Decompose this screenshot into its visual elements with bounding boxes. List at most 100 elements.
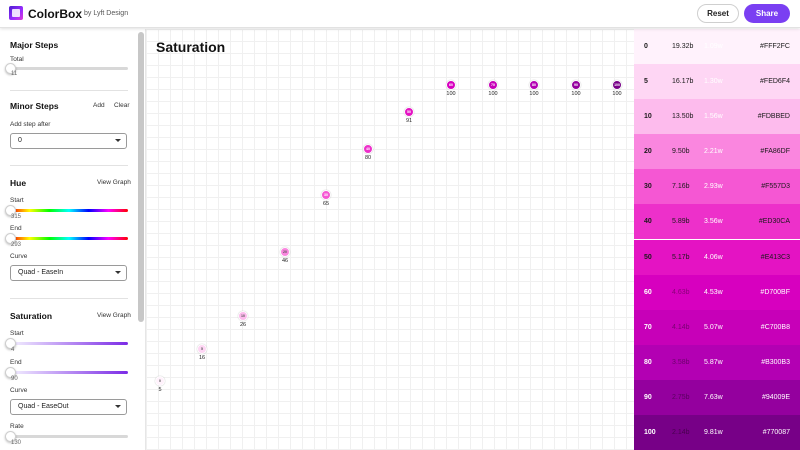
saturation-rate-slider-thumb[interactable] [5, 431, 16, 442]
palette-row[interactable]: 30 7.16b 2.93w #F557D3 [634, 169, 800, 205]
minor-steps-title: Minor Steps [10, 101, 59, 111]
section-divider [10, 298, 128, 299]
saturation-end-slider-thumb[interactable] [5, 367, 16, 378]
contrast-black: 5.17b [672, 253, 690, 261]
hue-end-slider-track[interactable] [10, 237, 128, 240]
graph-point[interactable]: 20 [280, 247, 290, 257]
hue-view-graph-button[interactable]: View Graph [97, 179, 131, 186]
contrast-white: 5.87w [704, 358, 723, 366]
graph-point-value: 5 [158, 387, 162, 393]
saturation-title: Saturation [10, 311, 53, 321]
palette-row[interactable]: 10 13.50b 1.56w #FDBBED [634, 99, 800, 135]
add-step-after-select[interactable]: 0 [10, 133, 127, 149]
graph-point[interactable]: 30 [321, 190, 331, 200]
chevron-down-icon [115, 271, 121, 274]
hue-end-value: 293 [11, 242, 22, 248]
saturation-start-slider-track[interactable] [10, 342, 128, 345]
clear-minor-steps-button[interactable]: Clear [114, 102, 130, 109]
section-divider [10, 90, 128, 91]
saturation-start-label: Start [10, 330, 24, 337]
palette-step: 10 [644, 113, 652, 121]
palette-row[interactable]: 5 16.17b 1.30w #FED6F4 [634, 64, 800, 100]
hex-value: #B300B3 [761, 358, 790, 366]
palette-step: 100 [644, 428, 656, 436]
hue-title: Hue [10, 178, 27, 188]
palette-row[interactable]: 60 4.63b 4.53w #D700BF [634, 274, 800, 310]
graph-point-value: 100 [571, 91, 581, 97]
graph-point-value: 100 [488, 91, 498, 97]
contrast-black: 4.14b [672, 323, 690, 331]
sidebar-scrollbar[interactable] [138, 32, 144, 322]
contrast-white: 1.56w [704, 113, 723, 121]
contrast-white: 2.93w [704, 183, 723, 191]
graph-point[interactable]: 90 [571, 80, 581, 90]
hue-start-label: Start [10, 197, 24, 204]
hue-start-slider-track[interactable] [10, 209, 128, 212]
settings-sidebar: Major Steps Total 11 Minor Steps Add Cle… [0, 29, 146, 450]
saturation-graph: Saturation 0 5 5 16 10 26 20 46 30 65 40 80 50 91 60 10… [146, 29, 634, 450]
palette-row[interactable]: 100 2.14b 9.81w #770087 [634, 414, 800, 450]
graph-point[interactable]: 5 [197, 344, 207, 354]
saturation-start-slider-thumb[interactable] [5, 338, 16, 349]
contrast-black: 9.50b [672, 148, 690, 156]
saturation-curve-select[interactable]: Quad - EaseOut [10, 399, 127, 415]
palette-step: 80 [644, 358, 652, 366]
color-palette: 0 19.32b 1.09w #FFF2FC 5 16.17b 1.30w #FED6F4 10… [634, 29, 800, 450]
graph-point[interactable]: 70 [488, 80, 498, 90]
palette-row[interactable]: 80 3.58b 5.87w #B300B3 [634, 344, 800, 380]
graph-point-value: 100 [529, 91, 539, 97]
graph-point[interactable]: 0 [155, 376, 165, 386]
graph-point[interactable]: 40 [363, 144, 373, 154]
graph-point[interactable]: 80 [529, 80, 539, 90]
graph-point[interactable]: 60 [446, 80, 456, 90]
total-slider-track[interactable] [10, 67, 128, 70]
saturation-end-value: 90 [11, 376, 18, 382]
saturation-rate-slider-track[interactable] [10, 435, 128, 438]
graph-point[interactable]: 100 [612, 80, 622, 90]
palette-row[interactable]: 40 5.89b 3.56w #ED30CA [634, 204, 800, 240]
palette-row[interactable]: 70 4.14b 5.07w #C700B8 [634, 309, 800, 345]
graph-point-value: 100 [446, 91, 456, 97]
hex-value: #94009E [761, 393, 790, 401]
hue-curve-label: Curve [10, 253, 28, 260]
palette-step: 0 [644, 43, 648, 51]
palette-row[interactable]: 50 5.17b 4.06w #E413C3 [634, 239, 800, 275]
app-subtitle: by Lyft Design [84, 10, 129, 17]
reset-button[interactable]: Reset [697, 4, 739, 23]
saturation-curve-value: Quad - EaseOut [18, 403, 69, 410]
hue-start-slider-thumb[interactable] [5, 205, 16, 216]
hex-value: #FDBBED [757, 113, 790, 121]
hex-value: #FA86DF [760, 148, 790, 156]
contrast-white: 3.56w [704, 218, 723, 226]
total-value: 11 [11, 71, 18, 77]
contrast-black: 13.50b [672, 113, 694, 121]
palette-row[interactable]: 0 19.32b 1.09w #FFF2FC [634, 29, 800, 65]
hue-curve-select[interactable]: Quad - EaseIn [10, 265, 127, 281]
hue-end-slider-thumb[interactable] [5, 233, 16, 244]
saturation-end-slider-track[interactable] [10, 371, 128, 374]
graph-point[interactable]: 10 [238, 311, 248, 321]
palette-row[interactable]: 20 9.50b 2.21w #FA86DF [634, 134, 800, 170]
hex-value: #770087 [762, 428, 790, 436]
hex-value: #E413C3 [760, 253, 790, 261]
total-slider-thumb[interactable] [5, 63, 16, 74]
share-button[interactable]: Share [744, 4, 790, 23]
add-minor-step-button[interactable]: Add [93, 102, 105, 109]
contrast-white: 4.06w [704, 253, 723, 261]
saturation-end-label: End [10, 359, 22, 366]
hex-value: #FFF2FC [760, 43, 790, 51]
saturation-rate-label: Rate [10, 423, 24, 430]
major-steps-title: Major Steps [10, 40, 59, 50]
add-step-after-label: Add step after [10, 121, 51, 128]
saturation-view-graph-button[interactable]: View Graph [97, 312, 131, 319]
graph-point-value: 80 [364, 155, 372, 161]
palette-row[interactable]: 90 2.75b 7.63w #94009E [634, 379, 800, 415]
palette-step: 90 [644, 393, 652, 401]
graph-point[interactable]: 50 [404, 107, 414, 117]
palette-step: 40 [644, 218, 652, 226]
contrast-black: 4.63b [672, 288, 690, 296]
saturation-start-value: 4 [11, 347, 15, 353]
graph-title: Saturation [156, 39, 226, 55]
hue-end-label: End [10, 225, 22, 232]
contrast-white: 7.63w [704, 393, 723, 401]
